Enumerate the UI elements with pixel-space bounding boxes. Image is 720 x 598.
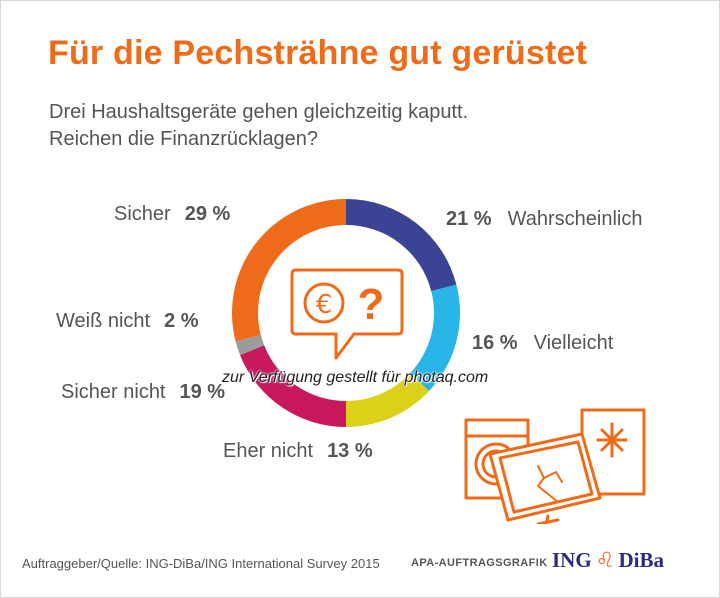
logo-text-right: DiBa <box>618 548 665 572</box>
label-eher-nicht: Eher nicht 13 % <box>223 440 373 463</box>
ing-diba-logo: ING ♌ DiBa <box>552 548 664 573</box>
broken-appliances-illustration <box>464 408 646 524</box>
donut-segment-weiss-nicht <box>235 334 265 355</box>
subtitle-line-2: Reichen die Finanzrücklagen? <box>49 128 319 150</box>
label-wahrscheinlich-name: Wahrscheinlich <box>507 208 643 230</box>
agency-credit: APA-AUFTRAGSGRAFIK <box>411 557 548 569</box>
label-wahrscheinlich-value: 21 % <box>446 208 492 230</box>
svg-text:?: ? <box>358 280 385 329</box>
label-weiss-nicht-value: 2 % <box>164 310 199 332</box>
page-title: Für die Pechsträhne gut gerüstet <box>48 34 588 72</box>
donut-segment-vielleicht <box>410 284 460 392</box>
donut-ring <box>231 199 460 427</box>
label-vielleicht: 16 % Vielleicht <box>472 332 613 355</box>
label-weiss-nicht-name: Weiß nicht <box>56 310 151 332</box>
label-sicher-nicht-value: 19 % <box>179 381 226 403</box>
donut-segment-wahrscheinlich <box>346 199 457 292</box>
label-sicher-nicht-name: Sicher nicht <box>61 381 166 403</box>
label-wahrscheinlich: 21 % Wahrscheinlich <box>446 208 642 231</box>
broken-monitor-icon <box>488 432 602 524</box>
svg-text:€: € <box>316 290 333 320</box>
label-sicher-value: 29 % <box>184 203 231 225</box>
label-eher-nicht-name: Eher nicht <box>223 440 314 462</box>
source-note: Auftraggeber/Quelle: ING-DiBa/ING Intern… <box>22 556 380 571</box>
logo-text-left: ING <box>552 548 592 572</box>
label-vielleicht-name: Vielleicht <box>533 332 614 354</box>
label-vielleicht-value: 16 % <box>472 332 518 354</box>
donut-segment-sicher <box>231 199 346 342</box>
lion-icon: ♌ <box>595 548 615 572</box>
subtitle-line-1: Drei Haushaltsgeräte gehen gleichzeitig … <box>49 101 469 123</box>
donut-segment-eher-nicht <box>346 373 430 427</box>
label-weiss-nicht: Weiß nicht 2 % <box>56 310 199 333</box>
watermark: zur Verfügung gestellt für photaq.com <box>222 369 489 386</box>
label-sicher-nicht: Sicher nicht 19 % <box>61 381 225 404</box>
donut-segment-sicher-nicht <box>240 345 346 427</box>
label-sicher: Sicher 29 % <box>114 203 230 226</box>
subtitle: Drei Haushaltsgeräte gehen gleichzeitig … <box>49 99 468 153</box>
label-eher-nicht-value: 13 % <box>327 440 373 462</box>
label-sicher-name: Sicher <box>114 203 171 225</box>
euro-question-speech-bubble-icon: € ? <box>290 268 404 360</box>
